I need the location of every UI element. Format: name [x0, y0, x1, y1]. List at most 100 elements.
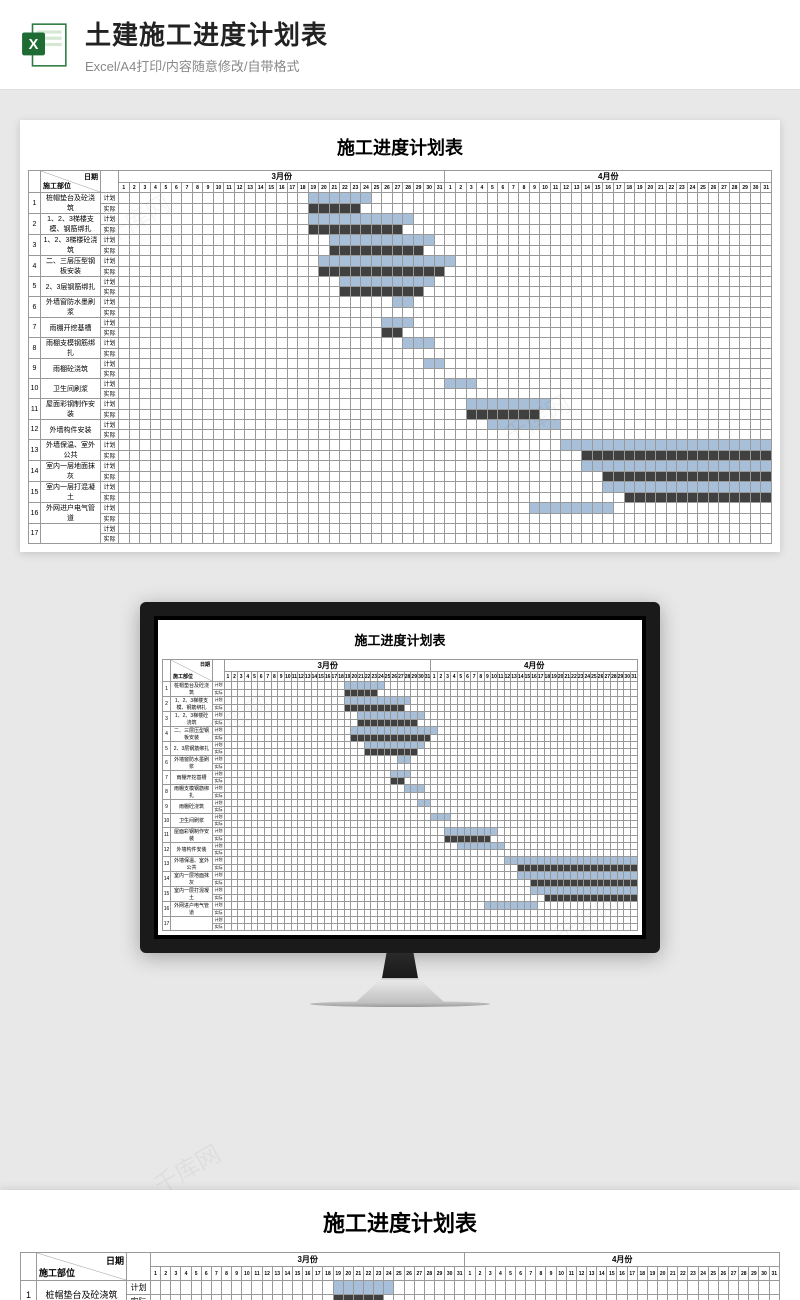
day-header: 16	[324, 672, 331, 682]
gantt-cell	[340, 369, 351, 379]
gantt-cell	[531, 785, 538, 793]
gantt-cell	[546, 1281, 556, 1295]
gantt-cell	[238, 749, 245, 756]
gantt-cell	[631, 843, 638, 850]
day-header: 4	[477, 183, 488, 193]
gantt-cell	[656, 287, 667, 297]
gantt-cell	[371, 850, 378, 857]
gantt-cell	[278, 697, 285, 705]
gantt-cell	[434, 328, 445, 338]
gantt-cell	[298, 224, 309, 235]
gantt-cell	[258, 835, 265, 843]
excel-icon: X	[20, 20, 70, 70]
gantt-cell	[582, 203, 593, 214]
gantt-cell	[434, 359, 445, 369]
gantt-cell	[457, 814, 464, 821]
gantt-cell	[582, 318, 593, 328]
gantt-cell	[577, 800, 584, 807]
gantt-cell	[604, 749, 611, 756]
gantt-cell	[276, 214, 287, 225]
gantt-cell	[364, 792, 371, 800]
gantt-cell	[656, 277, 667, 287]
gantt-cell	[613, 348, 624, 359]
gantt-cell	[424, 857, 431, 865]
gantt-cell	[617, 924, 624, 931]
header-text: 土建施工进度计划表 Excel/A4打印/内容随意修改/自带格式	[85, 15, 328, 75]
gantt-cell	[150, 224, 161, 235]
gantt-cell	[331, 843, 338, 850]
gantt-cell	[311, 800, 318, 807]
gantt-cell	[457, 835, 464, 843]
gantt-cell	[171, 348, 182, 359]
gantt-cell	[444, 902, 451, 910]
gantt-cell	[550, 534, 561, 544]
gantt-cell	[456, 461, 467, 472]
gantt-cell	[171, 193, 182, 204]
gantt-cell	[291, 887, 298, 895]
task-name: 外墙构件安装	[41, 420, 101, 440]
gantt-cell	[729, 318, 740, 328]
sub-label: 实际	[213, 704, 225, 712]
gantt-cell	[392, 420, 403, 430]
gantt-cell	[677, 359, 688, 369]
task-row: 12外墙构件安装计划	[163, 843, 638, 850]
day-header: 9	[278, 672, 285, 682]
gantt-cell	[245, 409, 256, 420]
gantt-cell	[537, 749, 544, 756]
gantt-cell	[140, 420, 151, 430]
gantt-cell	[592, 297, 603, 308]
gantt-cell	[584, 843, 591, 850]
gantt-cell	[457, 800, 464, 807]
gantt-cell	[344, 727, 351, 735]
gantt-cell	[571, 277, 582, 287]
gantt-cell	[391, 814, 398, 821]
gantt-cell	[344, 763, 351, 771]
gantt-cell	[529, 503, 540, 514]
sub-label: 实际	[101, 224, 119, 235]
gantt-cell	[231, 785, 238, 793]
gantt-cell	[192, 256, 203, 267]
gantt-cell	[708, 318, 719, 328]
gantt-cell	[364, 917, 371, 924]
gantt-cell	[666, 399, 677, 410]
gantt-cell	[698, 203, 709, 214]
gantt-cell	[519, 461, 530, 472]
gantt-cell	[577, 756, 584, 764]
gantt-cell	[551, 814, 558, 821]
sub-label: 计划	[101, 256, 119, 267]
gantt-cell	[531, 821, 538, 828]
gantt-cell	[340, 348, 351, 359]
gantt-cell	[276, 266, 287, 277]
gantt-cell	[491, 828, 498, 836]
gantt-cell	[150, 338, 161, 349]
gantt-cell	[540, 503, 551, 514]
gantt-cell	[708, 1295, 718, 1300]
gantt-cell	[466, 214, 477, 225]
gantt-cell	[540, 409, 551, 420]
gantt-cell	[324, 749, 331, 756]
gantt-cell	[498, 450, 509, 461]
gantt-cell	[524, 749, 531, 756]
gantt-cell	[438, 763, 445, 771]
day-header: 20	[351, 672, 358, 682]
gantt-cell	[255, 471, 266, 482]
gantt-cell	[318, 771, 325, 778]
gantt-cell	[484, 924, 491, 931]
gantt-cell	[484, 843, 491, 850]
gantt-cell	[647, 1281, 657, 1295]
gantt-cell	[434, 492, 445, 503]
gantt-cell	[398, 828, 405, 836]
sub-label: 实际	[101, 203, 119, 214]
gantt-cell	[374, 1281, 384, 1295]
gantt-cell	[611, 689, 618, 697]
gantt-cell	[564, 814, 571, 821]
gantt-cell	[264, 734, 271, 742]
gantt-cell	[698, 1295, 708, 1300]
gantt-cell	[719, 440, 730, 451]
gantt-cell	[551, 800, 558, 807]
gantt-cell	[611, 924, 618, 931]
gantt-cell	[544, 800, 551, 807]
gantt-cell	[291, 850, 298, 857]
gantt-cell	[424, 328, 435, 338]
gantt-cell	[182, 224, 193, 235]
